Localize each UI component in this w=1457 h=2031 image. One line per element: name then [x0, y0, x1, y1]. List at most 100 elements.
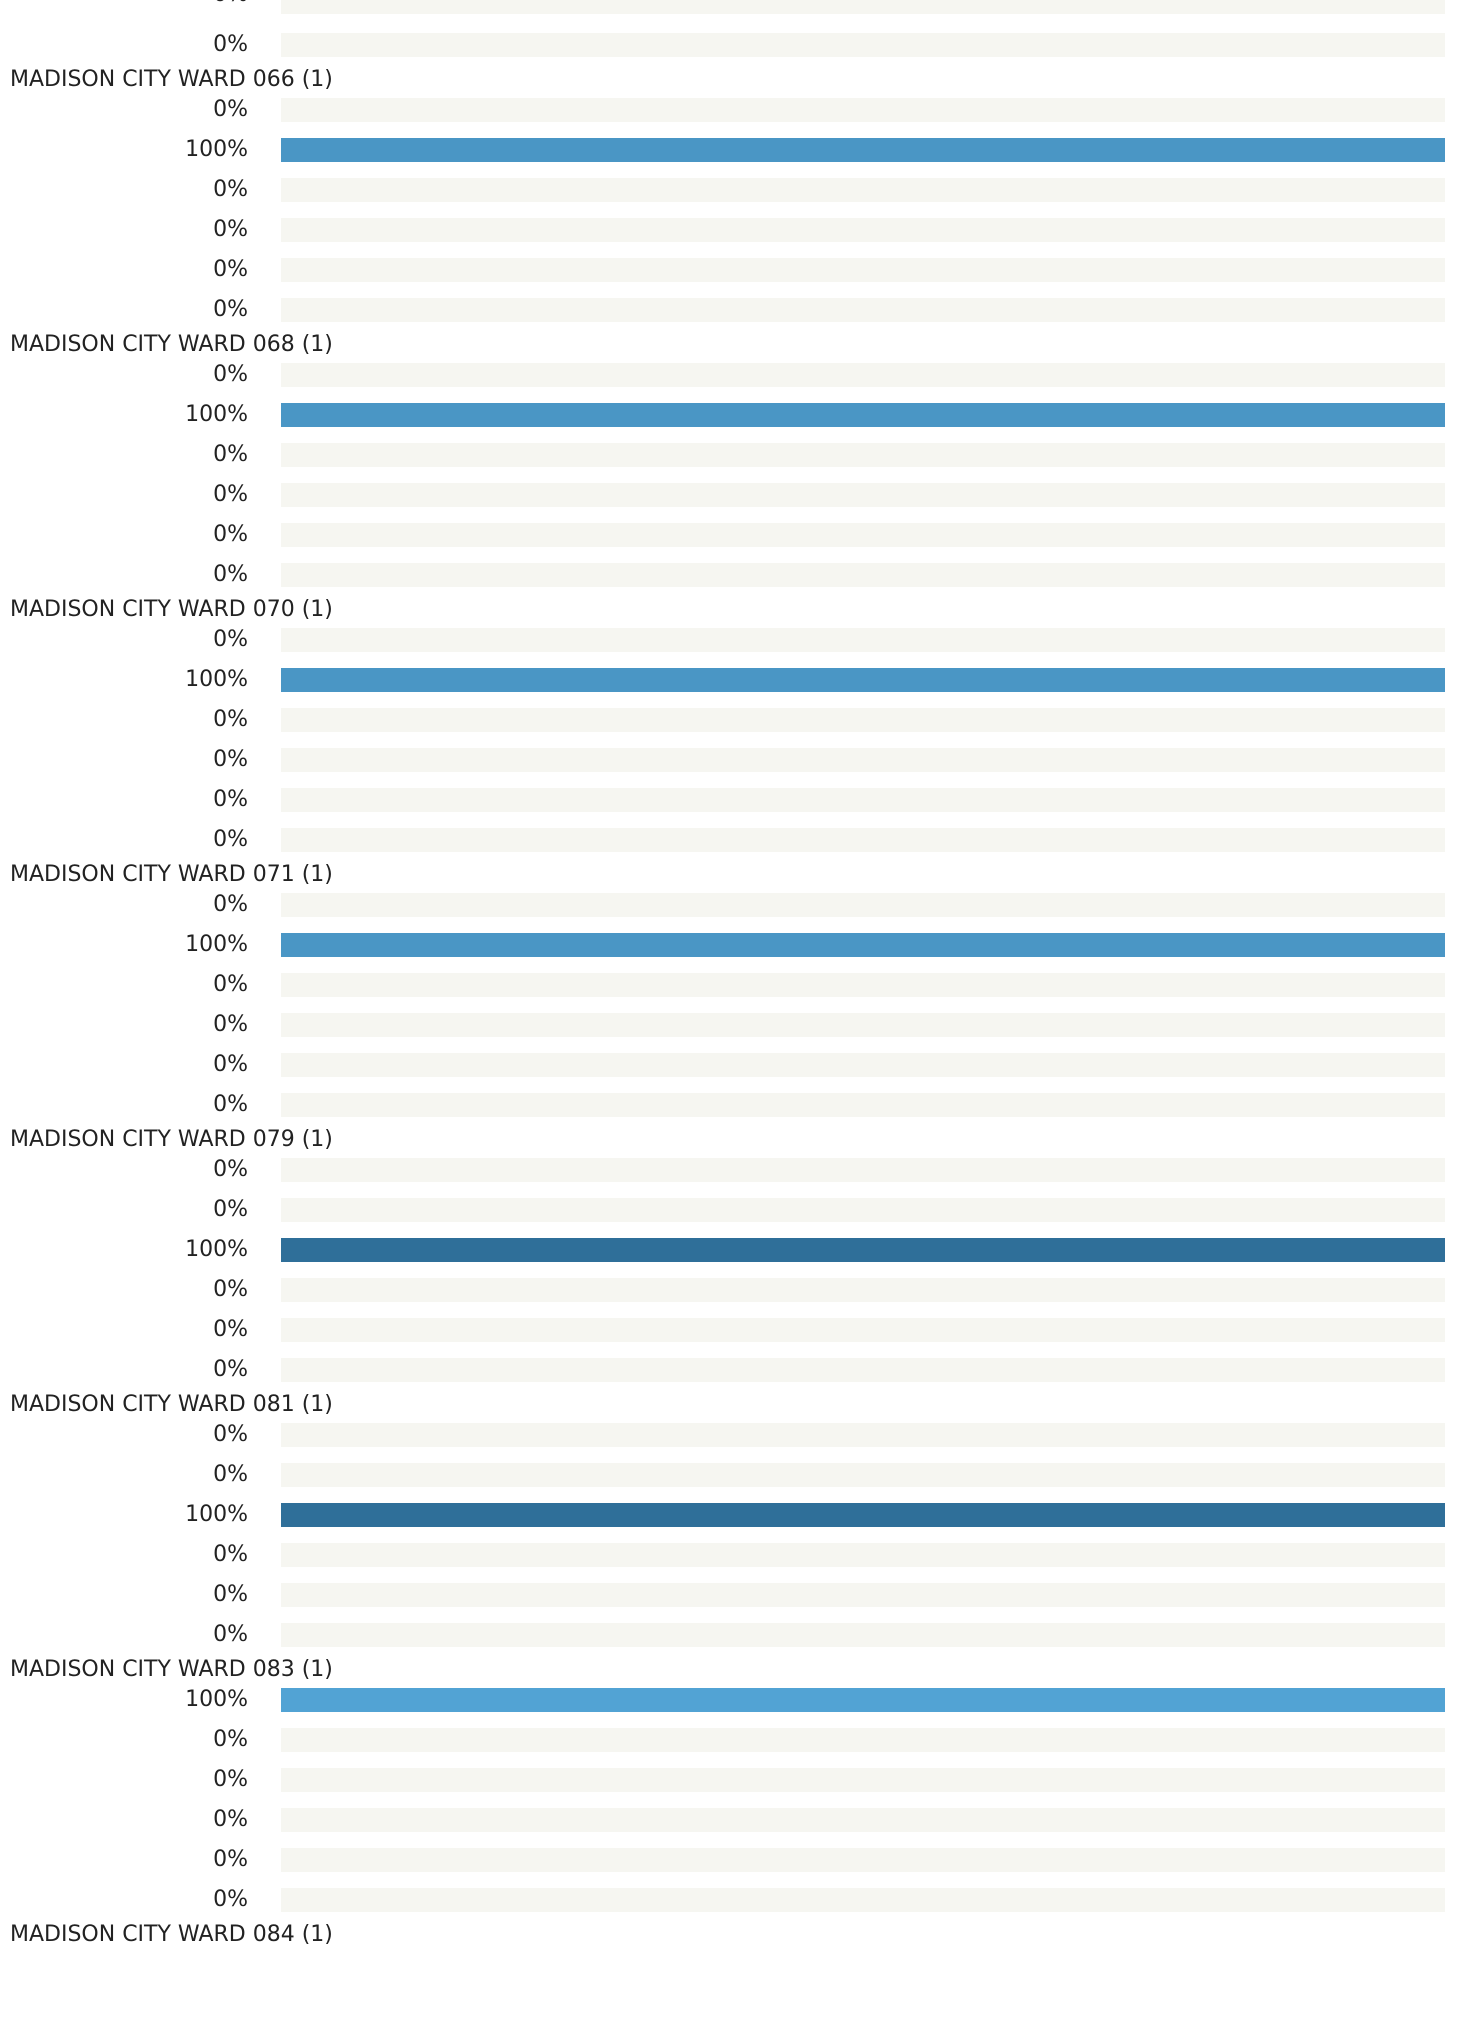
bar-track — [281, 1503, 1445, 1527]
bar-track — [281, 1463, 1445, 1487]
bar-track — [281, 298, 1445, 322]
bar-track — [281, 1278, 1445, 1302]
bar — [281, 1238, 1445, 1262]
bar — [281, 668, 1445, 692]
percent-label: 0% — [213, 97, 248, 122]
bar-track — [281, 1583, 1445, 1607]
bar-track — [281, 523, 1445, 547]
bar-track — [281, 748, 1445, 772]
percent-label: 0% — [213, 257, 248, 282]
percent-label-partial: 0% — [98, 0, 248, 8]
bar-track — [281, 788, 1445, 812]
percent-label: 100% — [185, 1502, 248, 1527]
percent-label: 0% — [213, 1317, 248, 1342]
bar — [281, 933, 1445, 957]
bar-track — [281, 1318, 1445, 1342]
bar-track — [281, 1198, 1445, 1222]
percent-label: 0% — [213, 1092, 248, 1117]
percent-label: 0% — [213, 1622, 248, 1647]
percent-label: 100% — [185, 1237, 248, 1262]
percent-label: 0% — [213, 1847, 248, 1872]
percent-label: 0% — [213, 32, 248, 57]
bar-track — [281, 178, 1445, 202]
bar-track — [281, 1543, 1445, 1567]
percent-label: 100% — [185, 402, 248, 427]
bar-track — [281, 1238, 1445, 1262]
bar — [281, 1503, 1445, 1527]
bar-track — [281, 258, 1445, 282]
bar-track — [281, 403, 1445, 427]
percent-label: 0% — [213, 747, 248, 772]
bar-track — [281, 1358, 1445, 1382]
percent-label: 0% — [213, 1052, 248, 1077]
bar-track — [281, 1808, 1445, 1832]
percent-label: 0% — [213, 562, 248, 587]
percent-label: 0% — [213, 787, 248, 812]
bar-track — [281, 893, 1445, 917]
percent-label: 0% — [213, 627, 248, 652]
bar-track — [281, 98, 1445, 122]
ward-label: MADISON CITY WARD 071 (1) — [10, 862, 333, 887]
bar-track-partial — [281, 0, 1445, 14]
percent-label: 0% — [213, 972, 248, 997]
percent-label: 0% — [213, 177, 248, 202]
ward-label: MADISON CITY WARD 068 (1) — [10, 332, 333, 357]
percent-label: 0% — [213, 1197, 248, 1222]
bar-track — [281, 563, 1445, 587]
bar-track — [281, 668, 1445, 692]
percent-label: 0% — [213, 1157, 248, 1182]
bar-track — [281, 628, 1445, 652]
ward-label: MADISON CITY WARD 081 (1) — [10, 1392, 333, 1417]
ward-label: MADISON CITY WARD 083 (1) — [10, 1657, 333, 1682]
bar-track — [281, 1093, 1445, 1117]
percent-label: 0% — [213, 707, 248, 732]
percent-label: 0% — [213, 1582, 248, 1607]
percent-label: 0% — [213, 362, 248, 387]
bar-track — [281, 1013, 1445, 1037]
percent-label: 0% — [213, 1887, 248, 1912]
percent-label: 0% — [213, 1357, 248, 1382]
ward-label: MADISON CITY WARD 070 (1) — [10, 597, 333, 622]
bar-track — [281, 1728, 1445, 1752]
percent-label: 0% — [213, 217, 248, 242]
percent-label: 0% — [213, 1807, 248, 1832]
bar-track — [281, 33, 1445, 57]
bar — [281, 1688, 1445, 1712]
percent-label: 100% — [185, 137, 248, 162]
percent-label: 0% — [213, 827, 248, 852]
bar-track — [281, 828, 1445, 852]
percent-label: 0% — [213, 522, 248, 547]
bar-track — [281, 1768, 1445, 1792]
percent-label: 0% — [213, 297, 248, 322]
percent-label: 0% — [213, 1542, 248, 1567]
percent-label: 0% — [213, 1422, 248, 1447]
ward-label: MADISON CITY WARD 066 (1) — [10, 67, 333, 92]
bar — [281, 138, 1445, 162]
ward-label: MADISON CITY WARD 079 (1) — [10, 1127, 333, 1152]
bar-track — [281, 708, 1445, 732]
bar-track — [281, 973, 1445, 997]
ward-label: MADISON CITY WARD 084 (1) — [10, 1922, 333, 1947]
percent-label: 100% — [185, 932, 248, 957]
percent-label: 100% — [185, 667, 248, 692]
percent-label: 0% — [213, 442, 248, 467]
percent-label: 0% — [213, 892, 248, 917]
percent-label: 100% — [185, 1687, 248, 1712]
bar-track — [281, 363, 1445, 387]
bar-track — [281, 1158, 1445, 1182]
bar-track — [281, 1688, 1445, 1712]
percent-label: 0% — [213, 1012, 248, 1037]
bar-track — [281, 1053, 1445, 1077]
bar-track — [281, 218, 1445, 242]
bar-track — [281, 933, 1445, 957]
percent-label: 0% — [213, 1462, 248, 1487]
percent-label: 0% — [213, 1277, 248, 1302]
percent-label: 0% — [213, 1727, 248, 1752]
bar-track — [281, 1848, 1445, 1872]
bar-track — [281, 1888, 1445, 1912]
bar — [281, 403, 1445, 427]
bar-track — [281, 483, 1445, 507]
percent-label: 0% — [213, 1767, 248, 1792]
bar-track — [281, 443, 1445, 467]
